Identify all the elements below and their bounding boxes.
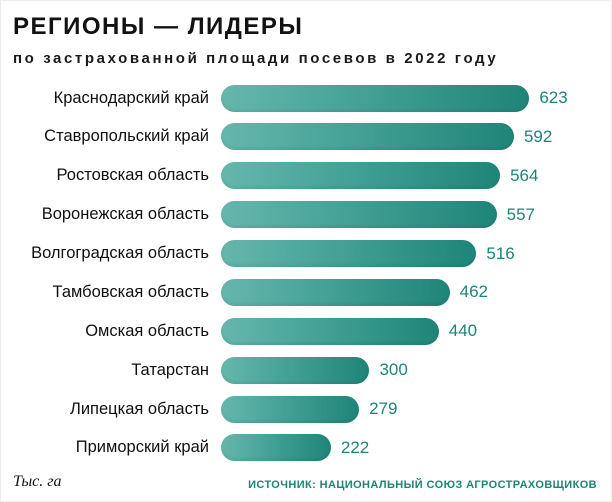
- bar-label: Краснодарский край: [53, 88, 209, 107]
- bar-track: 462: [221, 275, 597, 309]
- bar-row: Тамбовская область 462: [13, 275, 597, 309]
- bar-row: Ростовская область 564: [13, 159, 597, 193]
- bar-label: Волгоградская область: [31, 244, 209, 262]
- bar: [221, 356, 370, 384]
- bar-track: 516: [221, 237, 597, 271]
- bar-label: Ростовская область: [56, 166, 209, 185]
- bar-track: 623: [221, 81, 597, 115]
- bar-label: Приморский край: [75, 438, 209, 457]
- bar-track: 279: [221, 392, 597, 426]
- bar-row: Омская область 440: [13, 314, 597, 348]
- bar: [221, 84, 530, 112]
- bar: [221, 123, 514, 151]
- bar-label: Татарстан: [131, 360, 209, 379]
- bar-value: 462: [459, 282, 489, 302]
- bar: [221, 201, 497, 229]
- bar: [221, 240, 477, 267]
- bar-track: 222: [221, 431, 597, 465]
- bar-value: 279: [369, 399, 398, 418]
- bar-value: 557: [506, 204, 536, 224]
- bar-row: Ставропольский край 592: [13, 120, 597, 154]
- bar-track: 300: [221, 353, 597, 387]
- bar-track: 592: [221, 120, 597, 154]
- bar-value: 440: [448, 321, 478, 341]
- bar-chart: Краснодарский край 623 Ставропольский кр…: [13, 81, 597, 465]
- bar-label: Липецкая область: [70, 399, 209, 418]
- bar-value: 300: [379, 360, 408, 380]
- footer: Тыс. га ИСТОЧНИК: НАЦИОНАЛЬНЫЙ СОЮЗ АГРО…: [13, 465, 597, 493]
- bar: [221, 395, 360, 423]
- bar-row: Воронежская область 557: [13, 198, 597, 232]
- bar-track: 557: [221, 198, 597, 232]
- page-subtitle: по застрахованной площади посевов в 2022…: [13, 50, 499, 67]
- bar-track: 440: [221, 314, 597, 348]
- source-credit: ИСТОЧНИК: НАЦИОНАЛЬНЫЙ СОЮЗ АГРОСТРАХОВЩ…: [248, 479, 597, 491]
- bar-label: Воронежская область: [41, 205, 209, 224]
- bar-track: 564: [221, 159, 597, 193]
- page-title: РЕГИОНЫ — ЛИДЕРЫ: [13, 13, 304, 40]
- bar-row: Волгоградская область 516: [13, 237, 597, 271]
- bar: [221, 278, 450, 306]
- bar-value: 592: [523, 126, 553, 146]
- bar: [221, 162, 501, 190]
- bar-value: 516: [486, 243, 515, 263]
- bar-row: Татарстан 300: [13, 353, 597, 387]
- bar-value: 623: [539, 88, 568, 107]
- bar-label: Омская область: [85, 321, 209, 340]
- bar-value: 564: [510, 165, 539, 185]
- bar-label: Ставропольский край: [44, 127, 209, 146]
- unit-label: Тыс. га: [13, 473, 62, 490]
- bar-label: Тамбовская область: [52, 282, 209, 301]
- bar-row: Краснодарский край 623: [13, 81, 597, 115]
- bar-row: Приморский край 222: [13, 431, 597, 465]
- bar-value: 222: [340, 437, 370, 457]
- bar-row: Липецкая область 279: [13, 392, 597, 426]
- bar: [221, 317, 439, 345]
- bar: [221, 434, 331, 462]
